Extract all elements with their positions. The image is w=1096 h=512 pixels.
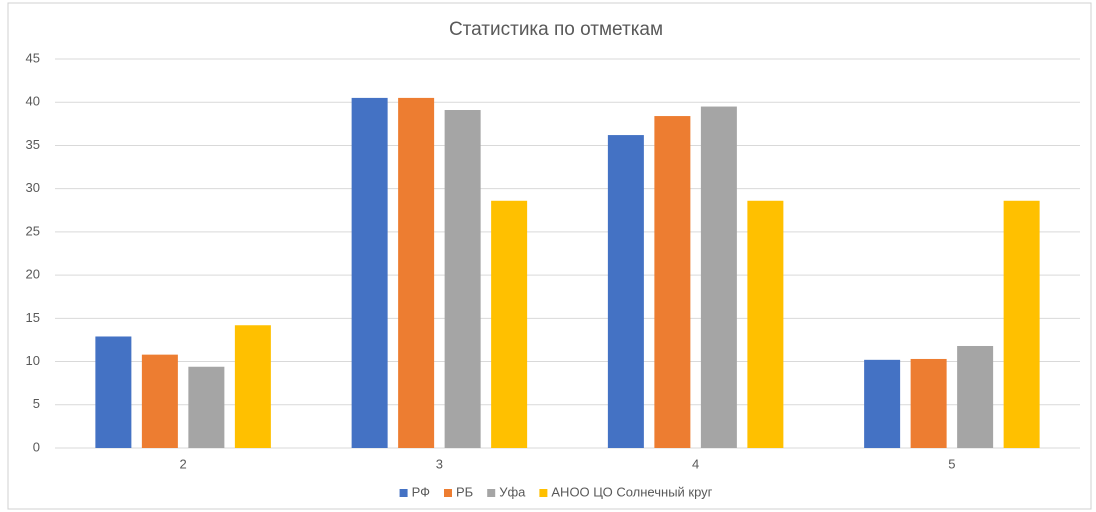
legend-label: РБ	[456, 484, 473, 499]
y-tick-label: 45	[26, 50, 40, 65]
x-tick-label: 2	[180, 456, 187, 471]
legend-label: РФ	[412, 484, 431, 499]
legend-label: Уфа	[499, 484, 526, 499]
y-tick-label: 40	[26, 94, 40, 109]
bar	[700, 106, 737, 449]
bar	[1003, 200, 1040, 448]
bar	[188, 366, 225, 448]
bar	[957, 345, 994, 448]
bar	[910, 358, 947, 448]
bar	[141, 354, 178, 448]
bar	[444, 110, 481, 448]
bar	[95, 336, 132, 448]
bar	[607, 135, 644, 448]
legend-swatch	[487, 489, 496, 497]
x-tick-label: 3	[436, 456, 443, 471]
y-tick-label: 15	[26, 310, 40, 325]
x-tick-label: 5	[948, 456, 955, 471]
bar	[351, 97, 388, 449]
y-tick-label: 25	[26, 223, 40, 238]
bar	[864, 359, 901, 448]
bar	[398, 97, 435, 449]
y-tick-label: 20	[26, 267, 40, 282]
bar	[234, 325, 271, 448]
y-tick-label: 5	[33, 396, 40, 411]
bar	[491, 200, 528, 448]
x-tick-label: 4	[692, 456, 699, 471]
y-tick-label: 30	[26, 180, 40, 195]
y-tick-label: 35	[26, 137, 40, 152]
legend-swatch	[539, 489, 548, 497]
bar	[747, 200, 784, 448]
bar	[654, 116, 691, 448]
chart-title: Статистика по отметкам	[449, 19, 663, 40]
legend-swatch	[444, 489, 452, 497]
legend-label: АНОО ЦО Солнечный круг	[551, 484, 712, 499]
legend-swatch	[399, 489, 408, 497]
y-tick-label: 10	[26, 353, 40, 368]
y-tick-label: 0	[33, 439, 40, 454]
